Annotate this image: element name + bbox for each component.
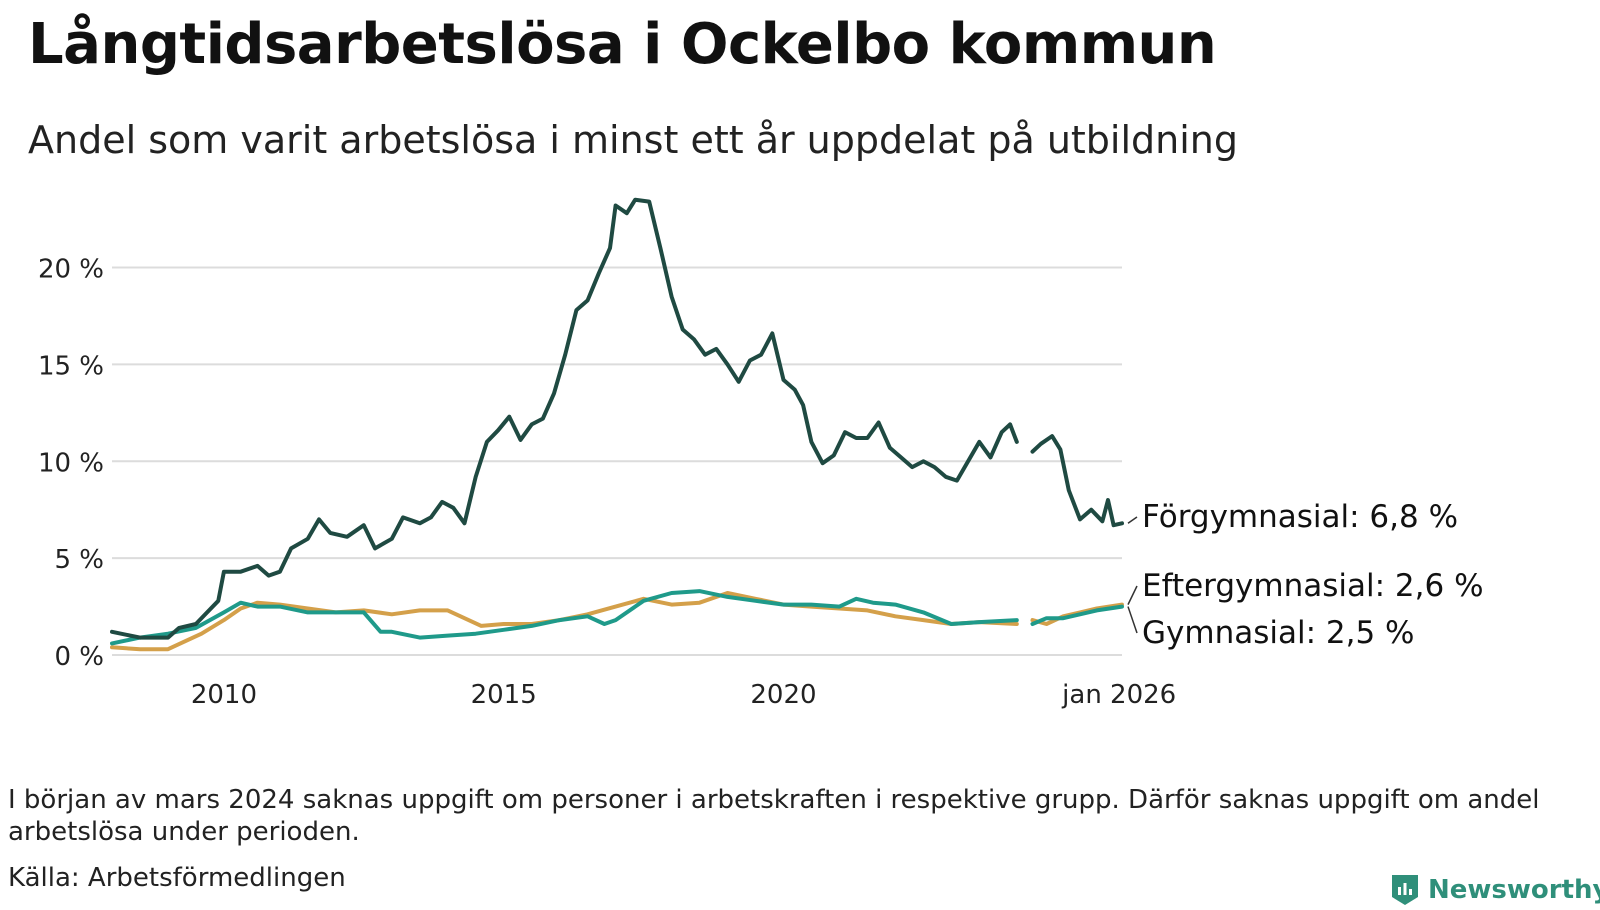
series-line-gymnasial (1030, 604, 1124, 626)
y-axis-ticks: 0 % 5 % 10 % 15 % 20 % (38, 255, 104, 673)
series-label-eftergymnasial: Eftergymnasial: 2,6 % (1142, 568, 1484, 604)
chart-title: Långtidsarbetslösa i Ockelbo kommun (28, 12, 1217, 77)
label-connector (1127, 606, 1138, 634)
x-tick-label: 2015 (471, 680, 537, 710)
series-lines (110, 197, 1124, 652)
y-tick-label: 10 % (38, 448, 104, 478)
brand-name: Newsworthy (1428, 875, 1600, 905)
newsworthy-icon (1392, 875, 1418, 905)
label-connector (1127, 516, 1138, 524)
footnote: I början av mars 2024 saknas uppgift om … (8, 785, 1540, 847)
x-tick-label: 2010 (191, 680, 257, 710)
chart-subtitle: Andel som varit arbetslösa i minst ett å… (28, 118, 1239, 162)
y-tick-label: 20 % (38, 255, 104, 285)
series-label-gymnasial: Gymnasial: 2,5 % (1142, 615, 1415, 651)
gridlines (112, 266, 1122, 656)
y-tick-label: 15 % (38, 351, 104, 381)
label-connector (1127, 585, 1138, 605)
line-chart: 0 %5 %10 %15 %20 % 2010 2015 2020 jan 2026 … (38, 197, 1484, 710)
source-line: Källa: Arbetsförmedlingen (8, 863, 346, 893)
x-tick-label: 2020 (750, 680, 816, 710)
series-line-förgymnasial (110, 197, 1019, 640)
series-end-labels: Förgymnasial: 6,8 % Gymnasial: 2,5 % Efter… (1127, 499, 1484, 651)
series-line-gymnasial (110, 589, 1019, 646)
series-line-förgymnasial (1030, 434, 1124, 528)
y-tick-label: 5 % (54, 545, 104, 575)
series-line-eftergymnasial (110, 591, 1019, 652)
brand-logo: Newsworthy (1390, 870, 1600, 910)
x-axis-ticks: 2010 2015 2020 jan 2026 (191, 680, 1176, 710)
series-label-förgymnasial: Förgymnasial: 6,8 % (1142, 499, 1458, 535)
x-tick-label: jan 2026 (1061, 680, 1176, 710)
y-tick-label: 0 % (54, 642, 104, 672)
